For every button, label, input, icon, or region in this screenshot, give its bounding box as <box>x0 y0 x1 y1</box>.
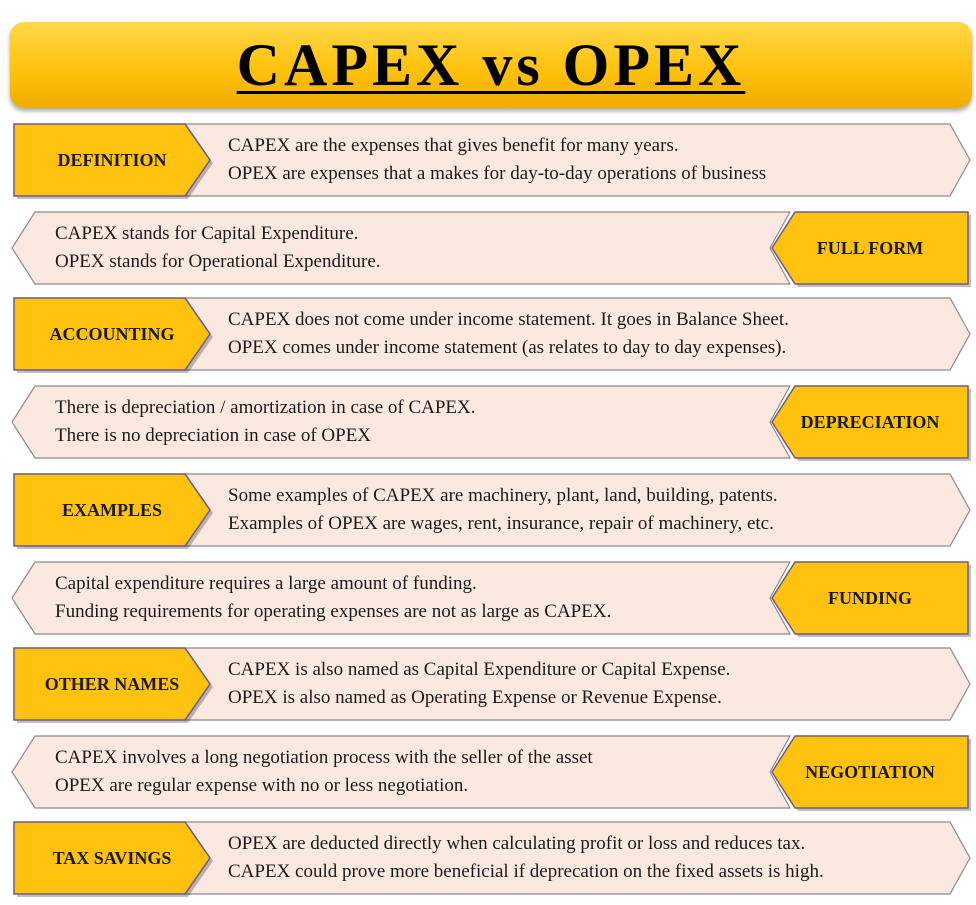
comparison-row-full-form: FULL FORM CAPEX stands for Capital Expend… <box>0 210 976 287</box>
description-line-2: OPEX stands for Operational Expenditure. <box>55 251 381 272</box>
comparison-row-tax-savings: TAX SAVINGS OPEX are deducted directly wh… <box>0 820 976 897</box>
text-panel-shape <box>11 211 792 285</box>
label-arrow-shape <box>771 385 969 459</box>
description-line-2: OPEX comes under income statement (as re… <box>228 337 787 358</box>
row-label: TAX SAVINGS <box>52 847 172 868</box>
description-line-1: CAPEX does not come under income stateme… <box>228 309 789 330</box>
row-description: CAPEX does not come under income stateme… <box>228 298 789 370</box>
text-panel-shape <box>11 735 792 809</box>
row-description: There is depreciation / amortization in … <box>55 386 476 458</box>
label-arrow-shape <box>13 123 211 197</box>
label-arrow-shape <box>13 821 211 895</box>
row-label: FULL FORM <box>816 237 924 258</box>
description-line-2: OPEX is also named as Operating Expense … <box>228 687 722 708</box>
row-shapes <box>11 561 971 637</box>
comparison-row-depreciation: DEPRECIATION There is depreciation / amor… <box>0 384 976 461</box>
row-description: OPEX are deducted directly when calculat… <box>228 822 824 894</box>
description-line-2: Examples of OPEX are wages, rent, insura… <box>228 513 774 534</box>
description-line-1: Some examples of CAPEX are machinery, pl… <box>228 485 778 506</box>
row-label: EXAMPLES <box>61 499 162 520</box>
description-line-1: CAPEX involves a long negotiation proces… <box>55 747 593 768</box>
comparison-row-accounting: ACCOUNTING CAPEX does not come under inco… <box>0 296 976 373</box>
label-arrow-shape <box>771 211 969 285</box>
title-banner: CAPEX vs OPEX <box>10 22 972 108</box>
row-label: NEGOTIATION <box>805 761 935 782</box>
row-label: DEPRECIATION <box>800 411 940 432</box>
row-description: Some examples of CAPEX are machinery, pl… <box>228 474 778 546</box>
row-label: FUNDING <box>828 587 912 608</box>
description-line-2: OPEX are expenses that a makes for day-t… <box>228 163 767 184</box>
row-shapes <box>13 123 971 199</box>
comparison-row-other-names: OTHER NAMES CAPEX is also named as Capita… <box>0 646 976 723</box>
row-shapes <box>13 821 971 897</box>
row-shapes <box>11 211 971 287</box>
comparison-row-examples: EXAMPLES Some examples of CAPEX are machi… <box>0 472 976 549</box>
description-line-2: Funding requirements for operating expen… <box>55 601 612 622</box>
text-panel-shape <box>11 561 792 635</box>
description-line-1: CAPEX is also named as Capital Expenditu… <box>228 659 731 680</box>
label-arrow-shape <box>771 561 969 635</box>
text-panel-shape <box>11 385 792 459</box>
description-line-1: CAPEX stands for Capital Expenditure. <box>55 223 359 244</box>
row-description: CAPEX are the expenses that gives benefi… <box>228 124 766 196</box>
row-shapes <box>13 473 971 549</box>
row-shapes <box>13 297 971 373</box>
row-shapes <box>11 735 971 811</box>
row-label: DEFINITION <box>57 149 167 170</box>
page-title: CAPEX vs OPEX <box>236 31 746 98</box>
comparison-row-definition: DEFINITION CAPEX are the expenses that gi… <box>0 122 976 199</box>
row-description: Capital expenditure requires a large amo… <box>55 562 611 634</box>
comparison-row-negotiation: NEGOTIATION CAPEX involves a long negotia… <box>0 734 976 811</box>
description-line-2: There is no depreciation in case of OPEX <box>55 425 372 446</box>
row-description: CAPEX involves a long negotiation proces… <box>55 736 593 808</box>
row-description: CAPEX is also named as Capital Expenditu… <box>228 648 730 720</box>
row-shapes <box>11 385 971 461</box>
label-arrow-shape <box>13 647 211 721</box>
description-line-1: There is depreciation / amortization in … <box>55 397 476 418</box>
description-line-2: OPEX are regular expense with no or less… <box>55 775 469 796</box>
row-label: OTHER NAMES <box>44 673 180 694</box>
description-line-1: OPEX are deducted directly when calculat… <box>228 833 806 854</box>
description-line-1: CAPEX are the expenses that gives benefi… <box>228 135 679 156</box>
label-arrow-shape <box>13 473 211 547</box>
row-shapes <box>13 647 971 723</box>
comparison-row-funding: FUNDING Capital expenditure requires a la… <box>0 560 976 637</box>
row-label: ACCOUNTING <box>49 323 175 344</box>
label-arrow-shape <box>13 297 211 371</box>
description-line-1: Capital expenditure requires a large amo… <box>55 573 477 594</box>
description-line-2: CAPEX could prove more beneficial if dep… <box>228 861 824 882</box>
label-arrow-shape <box>771 735 969 809</box>
row-description: CAPEX stands for Capital Expenditure. OPE… <box>55 212 381 284</box>
